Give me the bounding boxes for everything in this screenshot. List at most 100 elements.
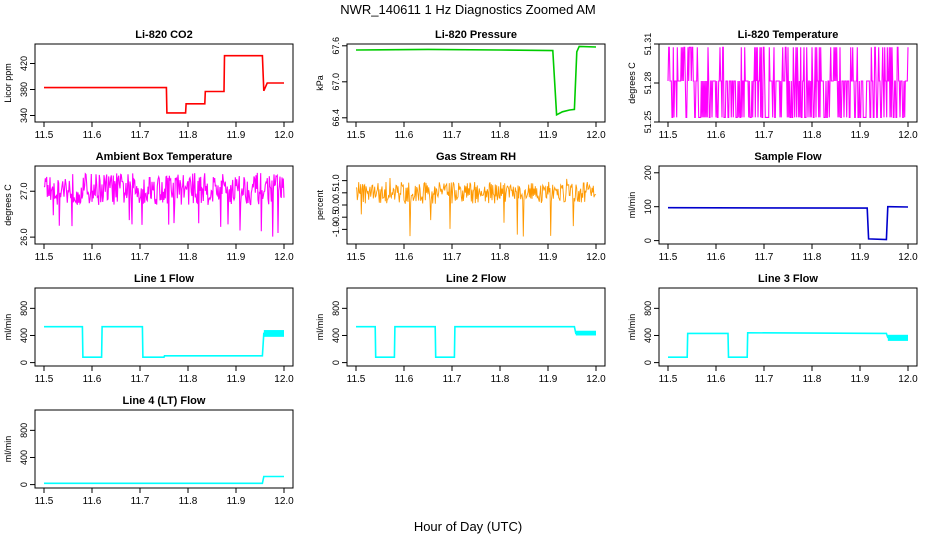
y-tick-label: 100 [643, 199, 653, 214]
panel-title: Sample Flow [754, 151, 822, 163]
x-tick-label: 11.9 [227, 374, 246, 385]
y-axis-label: percent [315, 189, 325, 220]
series-line [356, 325, 596, 358]
panel-3: Li-820 Temperature degrees C 11.5 11.6 11.7 1… [627, 29, 918, 141]
x-tick-label: 11.6 [83, 252, 102, 263]
x-tick-label: 11.7 [443, 130, 462, 141]
y-tick-label: 800 [19, 301, 29, 316]
panel-title: Li-820 Temperature [738, 29, 839, 41]
x-tick-label: 11.5 [35, 130, 54, 141]
panel-title: Li-820 Pressure [435, 29, 517, 41]
y-axis-label: Licor ppm [3, 63, 13, 103]
series-group [667, 46, 909, 118]
series-line [667, 205, 909, 241]
x-tick-label: 11.5 [659, 130, 678, 141]
x-tick-label: 11.6 [707, 130, 726, 141]
x-tick-label: 12.0 [274, 252, 294, 263]
plot-frame [658, 165, 918, 245]
panel-title: Line 4 (LT) Flow [123, 395, 206, 407]
x-tick-label: 11.8 [491, 252, 510, 263]
y-tick-label: 0 [643, 360, 653, 365]
plot-frame [34, 287, 294, 367]
x-tick-label: 11.6 [83, 374, 102, 385]
x-tick-label: 11.9 [227, 130, 246, 141]
panel-2: Li-820 Pressure kPa 11.5 11.6 11.7 11.8 11.9 12… [315, 29, 606, 141]
x-tick-label: 11.7 [755, 252, 774, 263]
x-tick-label: 11.5 [35, 252, 54, 263]
y-tick-label: 66.4 [331, 109, 341, 127]
x-tick-label: 11.8 [179, 130, 198, 141]
x-tick-label: 11.7 [131, 496, 150, 507]
x-tick-label: 11.6 [395, 252, 414, 263]
x-tick-label: 11.7 [443, 252, 462, 263]
panel-title: Line 1 Flow [134, 273, 194, 285]
x-tick-label: 11.8 [179, 496, 198, 507]
y-tick-label: -1.0 [331, 222, 341, 238]
x-tick-label: 11.5 [347, 130, 366, 141]
y-tick-label: 400 [19, 450, 29, 465]
x-tick-label: 11.9 [539, 130, 558, 141]
x-tick-label: 11.5 [35, 374, 54, 385]
series-group [355, 45, 597, 117]
x-tick-label: 11.5 [659, 252, 678, 263]
x-tick-label: 11.7 [131, 130, 150, 141]
panel-title: Line 2 Flow [446, 273, 506, 285]
x-tick-label: 11.7 [131, 374, 150, 385]
y-tick-label: 400 [643, 328, 653, 343]
series-line [355, 177, 597, 237]
x-tick-label: 11.9 [227, 496, 246, 507]
y-tick-label: 67.0 [331, 73, 341, 91]
x-tick-label: 11.8 [491, 130, 510, 141]
panel-title: Gas Stream RH [436, 151, 516, 163]
panel-1: Li-820 CO2 Licor ppm 11.5 11.6 11.7 11.8 11.9 1… [3, 29, 294, 141]
plot-frame [346, 43, 606, 123]
y-tick-label: 0 [643, 238, 653, 243]
series-line [667, 46, 909, 118]
panel-7: Line 1 Flow ml/min 11.5 11.6 11.7 11.8 11.9 12.… [3, 273, 294, 385]
x-tick-label: 11.6 [707, 252, 726, 263]
panel-title: Li-820 CO2 [135, 29, 192, 41]
x-tick-label: 11.5 [659, 374, 678, 385]
panels: Li-820 CO2 Licor ppm 11.5 11.6 11.7 11.8 11.9 1… [3, 29, 918, 507]
panel-4: Ambient Box Temperature degrees C 11.5 11.6… [3, 151, 294, 263]
x-tick-label: 11.9 [539, 374, 558, 385]
y-axis-label: degrees C [627, 62, 637, 104]
x-tick-label: 12.0 [898, 252, 918, 263]
series-group [668, 331, 908, 358]
x-tick-label: 12.0 [274, 374, 294, 385]
x-tick-label: 12.0 [898, 130, 918, 141]
x-tick-label: 11.8 [803, 252, 822, 263]
x-tick-label: 11.7 [443, 374, 462, 385]
x-tick-label: 11.7 [131, 252, 150, 263]
x-tick-label: 11.8 [803, 130, 822, 141]
series-group [44, 325, 284, 358]
x-tick-label: 12.0 [274, 130, 294, 141]
y-tick-label: 27.0 [19, 182, 29, 200]
panel-5: Gas Stream RH percent 11.5 11.6 11.7 11.8 11.9… [315, 151, 606, 263]
plot-frame [346, 287, 606, 367]
y-tick-label: 200 [643, 165, 653, 180]
x-tick-label: 11.6 [707, 374, 726, 385]
x-tick-label: 12.0 [274, 496, 294, 507]
panel-6: Sample Flow ml/min 11.5 11.6 11.7 11.8 11.9 12.… [627, 151, 918, 263]
panel-8: Line 2 Flow ml/min 11.5 11.6 11.7 11.8 11.9 12.… [315, 273, 606, 385]
noise-band [575, 330, 596, 336]
y-tick-label: 51.31 [643, 33, 653, 56]
series-group [43, 172, 285, 237]
series-line [43, 172, 285, 237]
x-tick-label: 11.9 [851, 252, 870, 263]
x-tick-label: 12.0 [586, 252, 606, 263]
y-tick-label: 1.0 [331, 174, 341, 187]
series-line [355, 45, 597, 117]
figure-title: NWR_140611 1 Hz Diagnostics Zoomed AM [340, 2, 596, 17]
y-tick-label: 0 [19, 482, 29, 487]
series-group [355, 177, 597, 237]
x-tick-label: 11.8 [803, 374, 822, 385]
panel-title: Line 3 Flow [758, 273, 818, 285]
y-axis-label: ml/min [627, 314, 637, 341]
y-tick-label: -0.5 [331, 209, 341, 225]
x-tick-label: 11.6 [395, 374, 414, 385]
x-tick-label: 11.6 [83, 496, 102, 507]
panel-9: Line 3 Flow ml/min 11.5 11.6 11.7 11.8 11.9 12.… [627, 273, 918, 385]
